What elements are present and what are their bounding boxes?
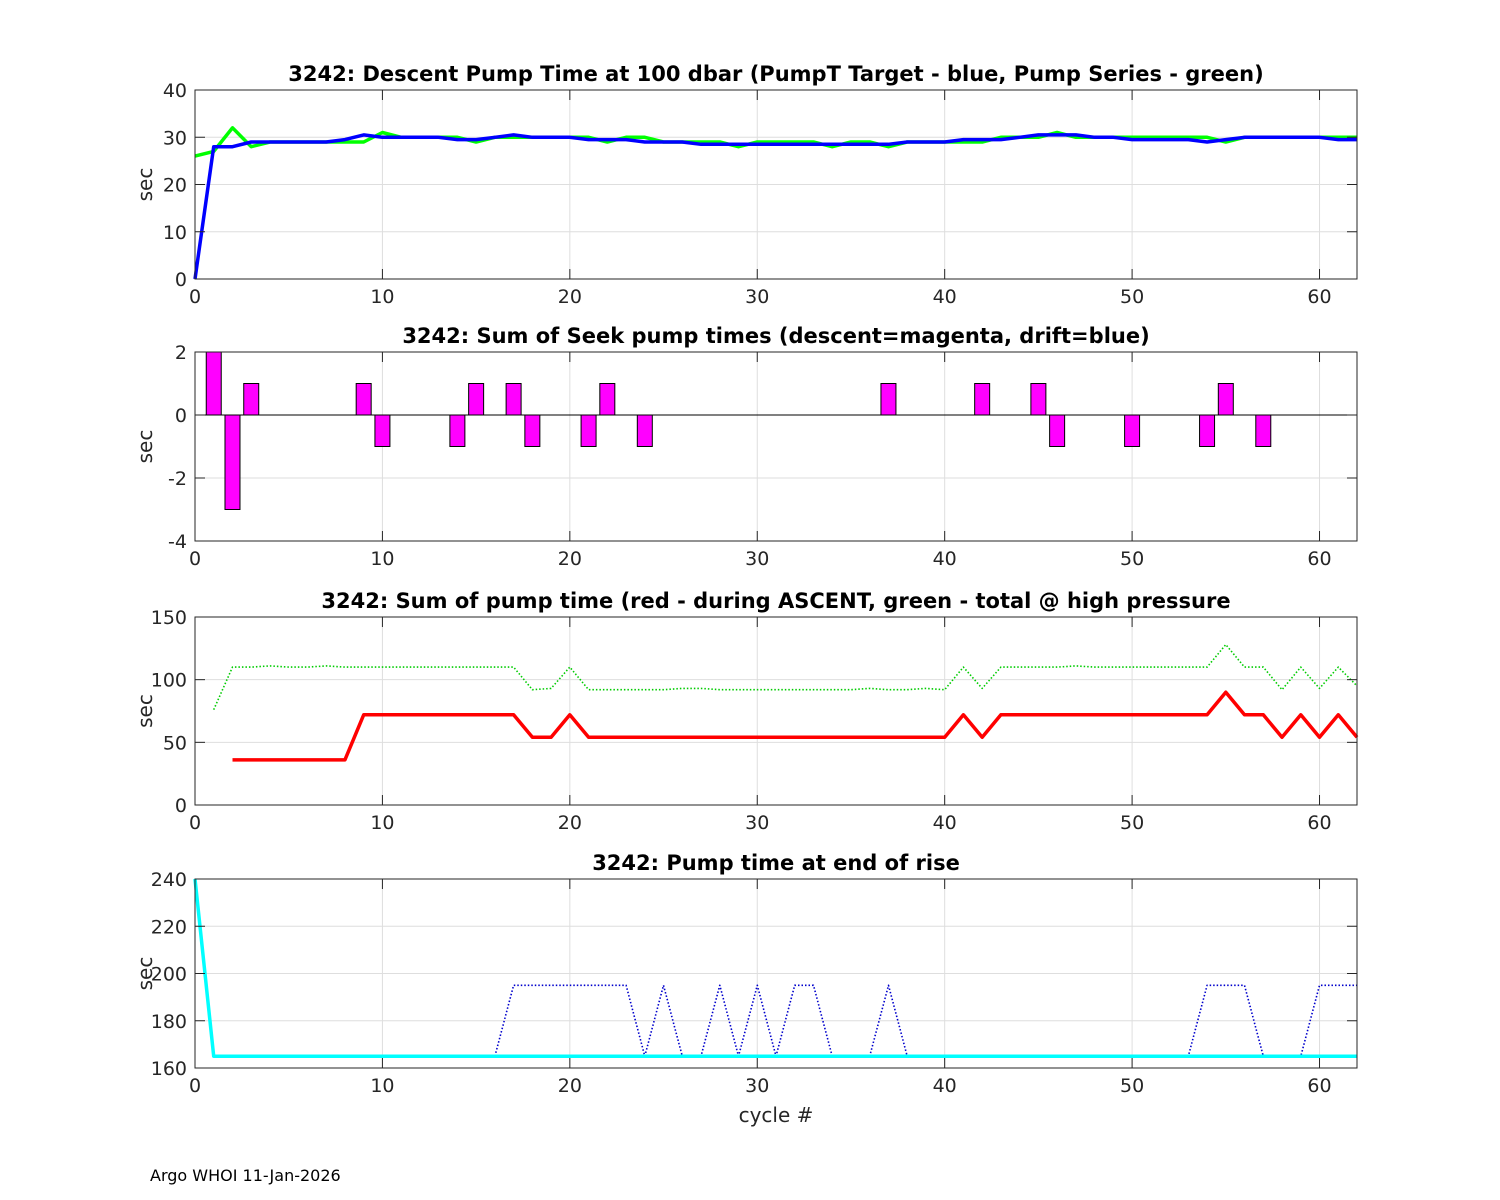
x-tick-label: 20 [558,548,582,570]
y-tick-label: 200 [151,964,187,986]
bar [355,383,372,416]
x-tick-label: 30 [745,812,769,834]
series-line-2 [212,643,1358,711]
x-tick-label: 60 [1307,1075,1331,1097]
x-tick-label: 60 [1307,548,1331,570]
y-tick-label: 30 [163,127,187,149]
bar [1255,414,1272,447]
x-tick-label: 60 [1307,812,1331,834]
chart-title: 3242: Sum of Seek pump times (descent=ma… [402,324,1149,348]
y-axis-label: sec [133,694,157,728]
x-tick-label: 20 [558,812,582,834]
bar [374,414,391,447]
bar [1030,383,1047,416]
x-axis-label: cycle # [739,1103,814,1127]
x-tick-label: 50 [1120,548,1144,570]
bar [1124,414,1141,447]
bar [580,414,597,447]
chart-title: 3242: Sum of pump time (red - during ASC… [321,589,1230,613]
axes-frame [194,616,1358,806]
chart-title: 3242: Descent Pump Time at 100 dbar (Pum… [288,62,1263,86]
x-tick-label: 0 [189,548,201,570]
y-tick-label: 220 [151,916,187,938]
x-tick-label: 10 [370,812,394,834]
y-tick-label: 20 [163,175,187,197]
x-tick-label: 0 [189,1075,201,1097]
y-tick-label: 160 [151,1058,187,1080]
y-axis-label: sec [133,957,157,991]
x-tick-label: 10 [370,548,394,570]
plot-area [195,352,1357,541]
y-tick-label: -4 [168,531,187,553]
bar [599,383,616,416]
chart-panel-4: 0 10 20 30 40 50 60 160 180 200 220 240 3242: Pump t… [133,851,1358,1127]
plot-area [195,617,1357,805]
series-line-2 [193,878,1357,1058]
y-axis-label: sec [133,430,157,464]
x-tick-label: 60 [1307,286,1331,308]
series-line-2 [193,133,1357,280]
y-tick-label: 240 [151,869,187,891]
bar [449,414,466,447]
x-tick-label: 20 [558,286,582,308]
y-tick-label: 40 [163,80,187,102]
x-tick-label: 30 [745,1075,769,1097]
chart-title: 3242: Pump time at end of rise [592,851,960,875]
y-tick-label: 0 [175,405,187,427]
x-tick-label: 10 [370,286,394,308]
y-tick-label: 180 [151,1011,187,1033]
x-tick-label: 40 [933,548,957,570]
y-tick-label: 0 [175,269,187,291]
y-tick-label: 50 [163,732,187,754]
x-tick-label: 10 [370,1075,394,1097]
x-tick-label: 30 [745,286,769,308]
bar [205,351,222,416]
bar [1217,383,1234,416]
chart-panel-3: 0 10 20 30 40 50 60 0 50 100 150 3242: Sum of pump … [133,589,1359,834]
y-axis-label: sec [133,168,157,202]
y-tick-label: 2 [175,342,187,364]
bar [524,414,541,447]
series-line-1 [194,126,1357,158]
x-tick-label: 40 [933,1075,957,1097]
bar [1199,414,1216,447]
bar [636,414,653,447]
chart-panel-2: 0 10 20 30 40 50 60 -4 -2 0 2 3242: Sum of Seek pum… [133,324,1358,570]
x-tick-label: 40 [933,812,957,834]
y-tick-label: 0 [175,795,187,817]
axes-frame [194,351,1358,542]
x-tick-label: 0 [189,812,201,834]
bar [468,383,485,416]
x-tick-label: 50 [1120,812,1144,834]
bar [974,383,991,416]
bar [1049,414,1066,447]
x-tick-label: 40 [933,286,957,308]
chart-panel-1: 0 10 20 30 40 50 60 0 10 20 30 40 3242: Descent Pump… [133,62,1358,308]
x-tick-label: 20 [558,1075,582,1097]
bar [224,414,241,510]
x-tick-label: 30 [745,548,769,570]
bar [505,383,522,416]
y-tick-label: -2 [168,468,187,490]
bar [880,383,897,416]
y-tick-label: 10 [163,222,187,244]
footer-text: Argo WHOI 11-Jan-2026 [150,1166,341,1185]
bar [243,383,260,416]
x-tick-label: 0 [189,286,201,308]
x-tick-label: 50 [1120,286,1144,308]
x-tick-label: 50 [1120,1075,1144,1097]
series-line-1 [232,690,1359,762]
y-tick-label: 150 [151,607,187,629]
y-tick-label: 100 [151,670,187,692]
